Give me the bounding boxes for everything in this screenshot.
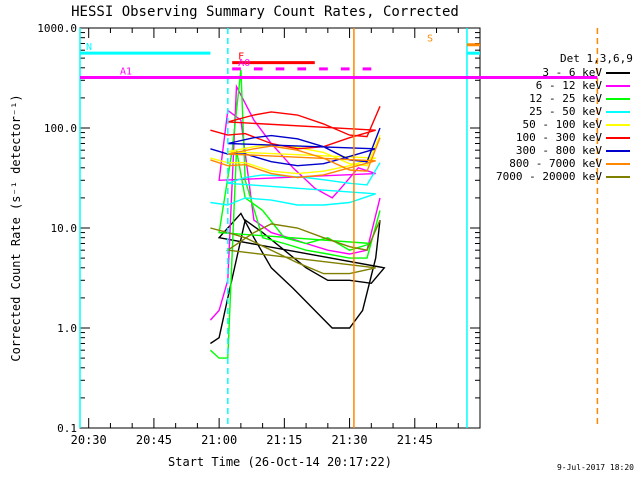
legend-entry: 12 - 25 keV: [482, 92, 630, 105]
legend-title: Det 1,3,6,9: [560, 52, 633, 65]
legend-swatch: [606, 98, 630, 100]
y-tick-label: 10.0: [51, 222, 78, 235]
flag-label: F: [238, 52, 244, 63]
legend-label: 300 - 800 keV: [515, 144, 602, 157]
legend-label: 7000 - 20000 keV: [496, 170, 602, 183]
series-line: [210, 219, 381, 275]
x-tick-label: 21:45: [397, 433, 433, 447]
series-line: [210, 212, 386, 345]
legend-label: 100 - 300 keV: [515, 131, 602, 144]
series-line: [209, 69, 381, 359]
legend-swatch: [606, 176, 630, 178]
x-axis-label: Start Time (26-Oct-14 20:17:22): [168, 455, 392, 469]
y-tick-label: 1000.0: [37, 22, 77, 35]
x-tick-label: 21:15: [266, 433, 302, 447]
x-tick-label: 20:45: [136, 433, 172, 447]
series-line: [210, 127, 381, 167]
legend-entry: 3 - 6 keV: [482, 66, 630, 79]
y-axis-label: Corrected Count Rate (s⁻¹ detector⁻¹): [9, 94, 23, 361]
legend-swatch: [606, 137, 630, 139]
legend-label: 3 - 6 keV: [542, 66, 602, 79]
flag-label: S: [427, 34, 433, 45]
legend-label: 6 - 12 keV: [535, 79, 602, 92]
legend-swatch: [606, 150, 630, 152]
legend-entry: 300 - 800 keV: [482, 144, 630, 157]
flag-label: A1: [120, 66, 132, 77]
legend-label: 25 - 50 keV: [529, 105, 602, 118]
legend-label: 12 - 25 keV: [529, 92, 602, 105]
legend-entry: 25 - 50 keV: [482, 105, 630, 118]
legend-label: 800 - 7000 keV: [509, 157, 602, 170]
series-line: [209, 83, 381, 321]
series-layer: [209, 69, 386, 359]
x-tick-label: 21:00: [201, 433, 237, 447]
legend-swatch: [606, 85, 630, 87]
legend-swatch: [606, 72, 630, 74]
legend-entry: 7000 - 20000 keV: [482, 170, 630, 183]
legend-label: 50 - 100 keV: [522, 118, 602, 131]
footer-date: 9-Jul-2017 18:20: [556, 463, 634, 472]
series-line: [210, 137, 381, 179]
series-line: [210, 106, 381, 150]
plot-frame: [79, 27, 481, 429]
legend-swatch: [606, 124, 630, 126]
x-tick-label: 21:30: [332, 433, 368, 447]
flag-label: N: [86, 42, 92, 53]
legend-entry: 6 - 12 keV: [482, 79, 630, 92]
x-tick-label: 20:30: [71, 433, 107, 447]
x-axis: 20:30 20:45 21:00 21:15 21:30 21:45: [71, 28, 481, 447]
y-tick-label: 1.0: [57, 322, 77, 335]
series-line: [210, 134, 381, 175]
legend-swatch: [606, 111, 630, 113]
legend-entry: 50 - 100 keV: [482, 118, 630, 131]
flag-bars: N S FA0 A1: [80, 34, 598, 79]
y-axis: 0.1 1.0 10.0 100.0 1000.0: [37, 22, 480, 435]
vertical-lines: [79, 28, 599, 428]
plot-border: [79, 27, 481, 429]
flag-label: A0: [238, 58, 250, 69]
legend-entry: 800 - 7000 keV: [482, 157, 630, 170]
legend-swatch: [606, 163, 630, 165]
legend-entry: 100 - 300 keV: [482, 131, 630, 144]
chart-title: HESSI Observing Summary Count Rates, Cor…: [71, 4, 459, 20]
y-tick-label: 0.1: [57, 422, 77, 435]
y-tick-label: 100.0: [44, 122, 77, 135]
